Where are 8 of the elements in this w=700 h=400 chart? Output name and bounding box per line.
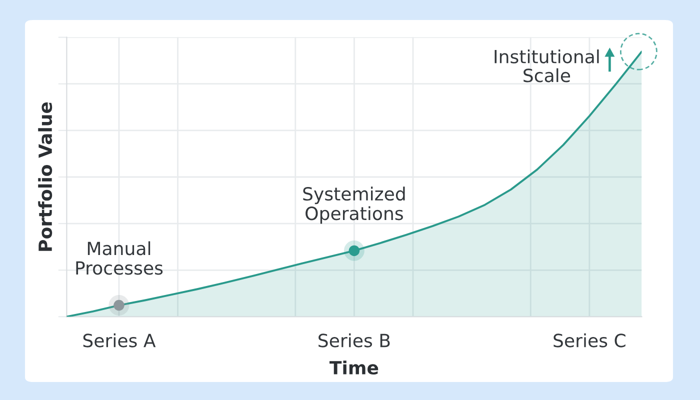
x-axis-title: Time [330,360,378,375]
x-tick-label: Series B [318,333,390,348]
x-tick-label: Series C [554,333,626,348]
annotation: Systemized Operations [303,186,405,224]
annotation: Institutional Scale [494,49,599,82]
x-tick-label: Series A [83,333,156,348]
annotation: Manual Processes [76,241,163,275]
y-axis-title: Portfolio Value [38,102,52,251]
